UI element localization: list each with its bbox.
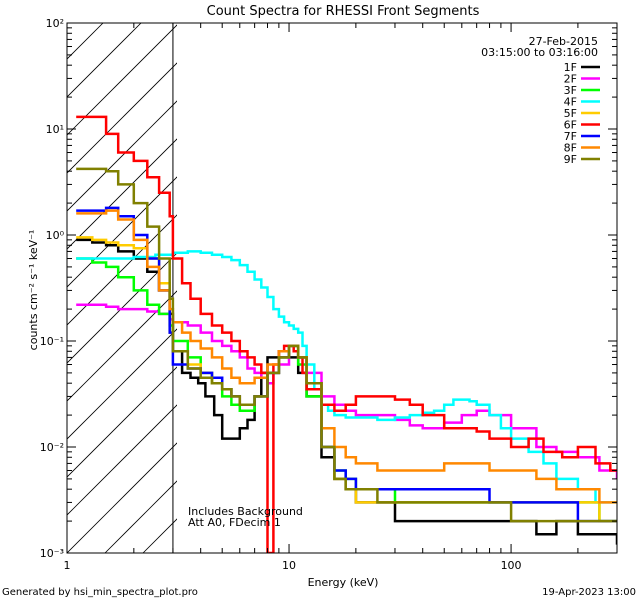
plot-frame: [66, 22, 618, 554]
legend-label: 9F: [564, 153, 577, 166]
hatch-line: [523, 0, 640, 553]
hatch-line: [67, 404, 177, 516]
hatch-line: [67, 62, 177, 174]
hatch-line: [67, 100, 177, 212]
annotation-background: Includes Background: [188, 505, 303, 518]
legend-label: 5F: [564, 107, 577, 120]
time-range-label: 03:15:00 to 03:16:00: [481, 46, 598, 59]
hatch-line: [67, 24, 177, 136]
generated-by-label: Generated by hsi_min_spectra_plot.pro: [2, 587, 198, 598]
legend-label: 8F: [564, 142, 577, 155]
legend-label: 1F: [564, 61, 577, 74]
series-line-8F: [76, 209, 617, 504]
y-tick-label: 10⁰: [46, 229, 65, 242]
excluded-region-hatch: [0, 0, 640, 553]
series-line-4F: [76, 250, 617, 504]
x-axis-label: Energy (keV): [308, 576, 379, 589]
y-axis-label: counts cm⁻² s⁻¹ keV⁻¹: [27, 230, 40, 351]
series-line-9F: [76, 167, 617, 523]
hatch-line: [67, 23, 142, 98]
chart-title: Count Spectra for RHESSI Front Segments: [207, 4, 480, 19]
tick-labels: 1 10 100 10⁻³ 10⁻² 10⁻¹ 10⁰ 10¹ 10²: [40, 17, 522, 572]
x-tick-label: 100: [501, 559, 522, 572]
y-tick-label: 10⁻²: [40, 441, 64, 454]
x-tick-label: 1: [64, 559, 71, 572]
series-line-1F: [76, 238, 617, 545]
x-tick-label: 10: [282, 559, 296, 572]
legend-label: 3F: [564, 84, 577, 97]
y-tick-label: 10¹: [46, 123, 64, 136]
legend-label: 4F: [564, 96, 577, 109]
y-tick-label: 10⁻¹: [40, 335, 64, 348]
timestamp-label: 19-Apr-2023 13:00: [542, 587, 636, 598]
legend-label: 2F: [564, 73, 577, 86]
y-tick-label: 10²: [46, 17, 64, 30]
hatch-line: [67, 366, 177, 478]
annotation-attenuator: Att A0, FDecim 1: [188, 516, 281, 529]
series-layer: [76, 115, 617, 553]
legend-label: 7F: [564, 130, 577, 143]
hatch-line: [0, 0, 19, 553]
date-label: 27-Feb-2015: [529, 35, 598, 48]
hatch-line: [257, 0, 640, 553]
legend-label: 6F: [564, 119, 577, 132]
hatch-line: [67, 442, 177, 553]
hatch-line: [67, 176, 177, 288]
hatch-line: [67, 252, 177, 364]
hatch-line: [104, 480, 177, 553]
y-tick-label: 10⁻³: [40, 547, 64, 560]
axis-ticks: [66, 22, 618, 554]
